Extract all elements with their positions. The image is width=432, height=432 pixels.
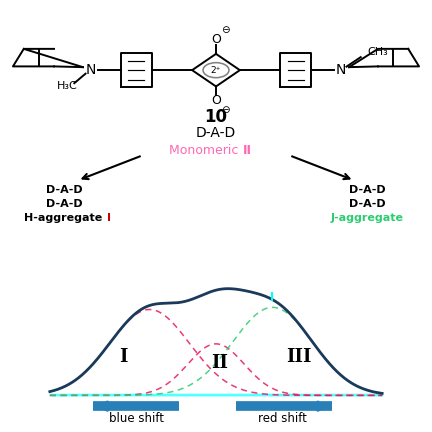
Text: II: II	[211, 354, 228, 372]
Text: N: N	[86, 63, 96, 77]
Text: H-aggregate: H-aggregate	[24, 213, 106, 223]
Text: ⊖: ⊖	[221, 105, 230, 115]
Text: Monomeric: Monomeric	[168, 144, 242, 157]
Text: 2⁺: 2⁺	[211, 66, 221, 75]
Text: D-A-D: D-A-D	[196, 126, 236, 140]
Text: J-aggregate: J-aggregate	[331, 213, 403, 223]
Text: D-A-D: D-A-D	[47, 199, 83, 209]
Text: D-A-D: D-A-D	[349, 199, 385, 209]
Text: red shift: red shift	[258, 412, 307, 425]
Text: N: N	[336, 63, 346, 77]
Text: CH₃: CH₃	[368, 47, 388, 57]
Text: blue shift: blue shift	[109, 412, 164, 425]
Text: III: III	[286, 348, 312, 366]
Text: I: I	[119, 348, 127, 366]
Text: O: O	[211, 33, 221, 46]
Text: I: I	[107, 213, 111, 223]
Text: O: O	[211, 95, 221, 108]
Text: ⊖: ⊖	[221, 25, 230, 35]
Text: D-A-D: D-A-D	[47, 185, 83, 195]
Text: D-A-D: D-A-D	[349, 185, 385, 195]
Text: H₃C: H₃C	[57, 82, 77, 92]
Text: II: II	[243, 144, 251, 157]
Text: 10: 10	[204, 108, 228, 126]
